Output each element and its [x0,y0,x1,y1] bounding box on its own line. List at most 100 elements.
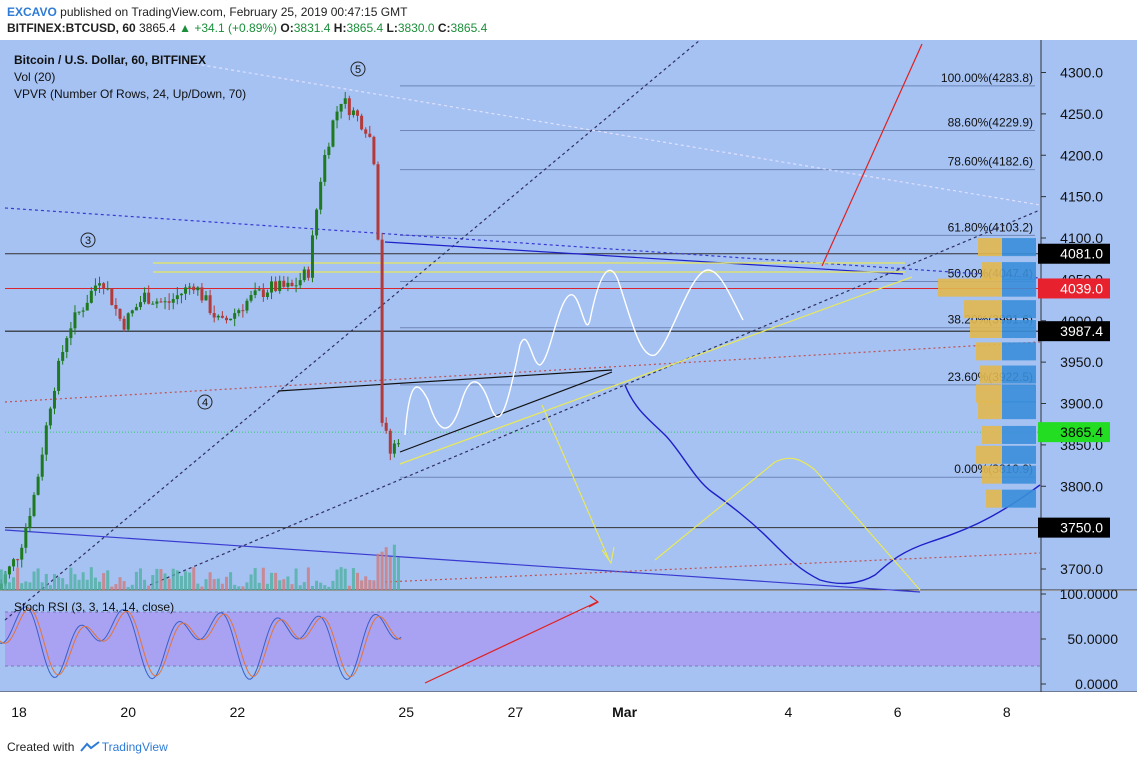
vpvr-bar-down [1002,300,1036,319]
volume-bar [396,557,400,590]
volume-bar [110,586,114,590]
price-label-value: 4081.0 [1060,246,1103,262]
candle-body [356,110,360,116]
red-dotted-lower [384,552,1041,583]
volume-bar [286,576,290,590]
candle-body [48,408,52,426]
vpvr-bar-down [1002,465,1036,484]
red-stoch-arrow [424,601,598,684]
volume-bar [241,586,245,590]
volume-bar [343,568,347,590]
candle-body [245,300,249,311]
publish-line: EXCAVO published on TradingView.com, Feb… [7,4,487,20]
volume-bar [52,574,56,590]
candle-body [188,286,192,288]
volume-bar [175,570,179,590]
volume-bar [237,586,241,590]
candle-body [343,98,347,104]
volume-bar [216,578,220,590]
price-change: +34.1 (+0.89%) [194,21,278,35]
volume-bar [282,579,286,590]
volume-bar [7,582,11,590]
candle-body [175,295,179,300]
open-value: 3831.4 [293,21,331,35]
last-price: 3865.4 [139,21,176,35]
legend-title: Bitcoin / U.S. Dollar, 60, BITFINEX [14,53,206,67]
price-label-tag [1038,278,1110,299]
price-axis-label: 4100.0 [1060,230,1103,246]
volume-bar [270,572,274,590]
price-chart[interactable]: 100.00%(4283.8) 88.60%(4229.9) 78.60%(4182… [0,40,1137,730]
candle-body [233,313,237,319]
volume-bar [274,572,278,590]
symbol-label: BITFINEX:BTCUSD, 60 [7,21,136,35]
volume-bar [24,581,28,590]
volume-bar [93,577,97,590]
candle-body [237,310,241,314]
candle-body [122,318,126,330]
candle-body [376,164,380,240]
candle-body [12,559,16,567]
up-arrow-icon: ▲ [179,21,191,35]
volume-bar [0,569,3,590]
price-label-tag [1038,243,1110,264]
volume-bar [253,568,257,590]
author-name[interactable]: EXCAVO [7,5,57,19]
volume-bar [261,567,265,590]
triangle-top-line [277,369,613,392]
volume-bar [302,582,306,590]
candle-body [102,283,106,289]
vpvr-bar-up [938,278,1002,297]
candle-body [130,310,134,314]
volume-bar [122,581,126,590]
price-label-tag [1038,517,1110,538]
axes-layer: 3454300.04250.04200.04150.04100.04050.04… [11,40,1118,720]
volume-bar [290,584,294,590]
volume-bar [138,568,142,590]
candle-body [204,295,208,301]
vpvr-bar-down [1002,445,1036,464]
candle-body [184,287,188,294]
volume-bar [57,577,61,590]
volume-bar [28,582,32,590]
volume-bar [192,567,196,590]
volume-bar [257,582,261,590]
open-label: O: [280,21,294,35]
price-label-value: 3865.4 [1060,424,1103,440]
candle-body [77,311,81,313]
vpvr-bar-down [1002,278,1036,297]
price-series [0,92,402,680]
close-value: 3865.4 [450,21,488,35]
candle-body [208,295,212,314]
candle-body [147,292,151,304]
vpvr-bar-up [986,489,1002,508]
volume-bar [278,580,282,590]
volume-bar [306,567,310,590]
vpvr-bar-up [982,425,1002,444]
volume-bar [249,574,253,590]
blue-projection-curve [624,384,1041,585]
fib-label: 78.60%(4182.6) [948,155,1033,169]
tradingview-link[interactable]: TradingView [101,740,168,754]
price-axis-label: 4300.0 [1060,65,1103,81]
vpvr-bar-down [1002,320,1036,339]
candle-body [220,315,224,318]
volume-bar [134,571,138,590]
volume-bar [339,567,343,590]
candle-body [310,235,314,278]
candle-body [89,290,93,303]
yellow-projection-arch [654,457,921,591]
price-axis-label: 3800.0 [1060,478,1103,494]
high-value: 3865.4 [346,21,384,35]
volume-bar [81,572,85,590]
footer: Created with TradingView [7,740,168,754]
volume-bar [294,568,298,590]
candle-body [134,307,138,311]
candle-body [347,98,351,116]
drawings-layer: 100.00%(4283.8) 88.60%(4229.9) 78.60%(4182… [4,40,1041,684]
tradingview-logo-icon [79,741,100,752]
yellow-arrow [541,404,615,565]
low-value: 3830.0 [397,21,435,35]
volume-bar [220,583,224,590]
candle-body [302,269,306,281]
